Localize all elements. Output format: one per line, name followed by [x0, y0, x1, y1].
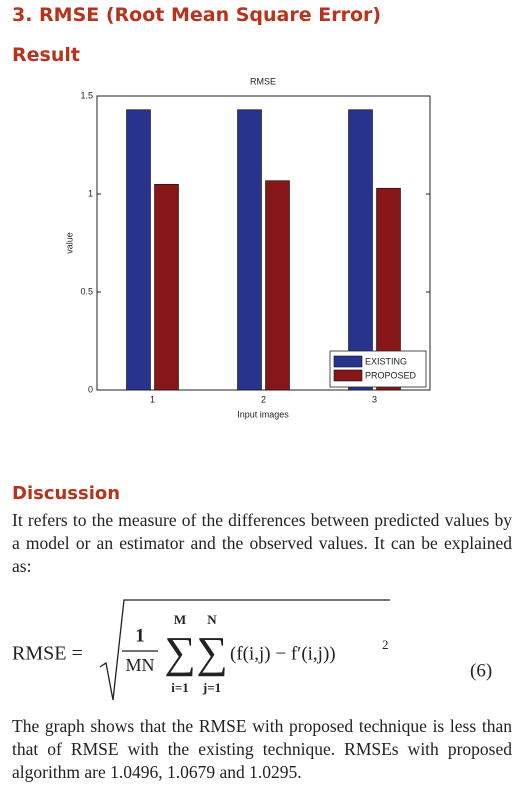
- sum-lower: i=1: [171, 680, 189, 695]
- chart-title: RMSE: [250, 76, 276, 86]
- discussion-heading: Discussion: [12, 483, 121, 504]
- bar: [237, 109, 262, 391]
- y-axis-label: value: [64, 232, 74, 254]
- legend-swatch: [333, 369, 363, 382]
- conclusion-text: The graph shows that the RMSE with propo…: [12, 716, 512, 782]
- sum-lower: j=1: [202, 680, 221, 695]
- equation: RMSE = 1 MN ∑ M i=1 ∑ N j=1 (f(i,j) − f′…: [12, 599, 492, 701]
- eq-numerator: 1: [135, 625, 145, 646]
- bar: [154, 183, 179, 391]
- eq-denominator: MN: [125, 655, 154, 675]
- legend-swatch: [333, 355, 363, 368]
- eq-exponent: 2: [382, 637, 389, 652]
- legend-label: EXISTING: [365, 356, 407, 366]
- x-tick-label: 1: [150, 394, 155, 404]
- y-tick-label: 1: [88, 188, 93, 198]
- x-axis-label: Input images: [237, 409, 289, 419]
- y-tick-label: 0: [88, 384, 93, 394]
- x-tick-label: 3: [372, 394, 377, 404]
- bar: [265, 180, 290, 391]
- sum-upper: N: [207, 612, 217, 627]
- eq-body: (f(i,j) − f′(i,j)): [230, 643, 336, 664]
- sum-sign: ∑: [196, 628, 227, 677]
- sum-sign: ∑: [164, 628, 195, 677]
- sum-upper: M: [174, 612, 186, 627]
- chart: RMSE Input images value 0 0.5 1 1.5 1 2 3 EXIST…: [64, 76, 431, 419]
- y-tick-label: 1.5: [80, 90, 93, 100]
- y-tick-label: 0.5: [80, 286, 93, 296]
- legend-label: PROPOSED: [365, 370, 417, 380]
- eq-lhs: RMSE =: [12, 643, 83, 665]
- sqrt-sign: [99, 599, 390, 701]
- section-title: 3. RMSE (Root Mean Square Error): [12, 4, 382, 26]
- bar: [348, 109, 373, 391]
- result-heading: Result: [12, 44, 80, 66]
- discussion-text: It refers to the measure of the differen…: [12, 510, 512, 576]
- axes-frame: [96, 95, 431, 391]
- eq-number: (6): [470, 660, 492, 681]
- bar: [126, 109, 151, 391]
- x-tick-label: 2: [261, 394, 266, 404]
